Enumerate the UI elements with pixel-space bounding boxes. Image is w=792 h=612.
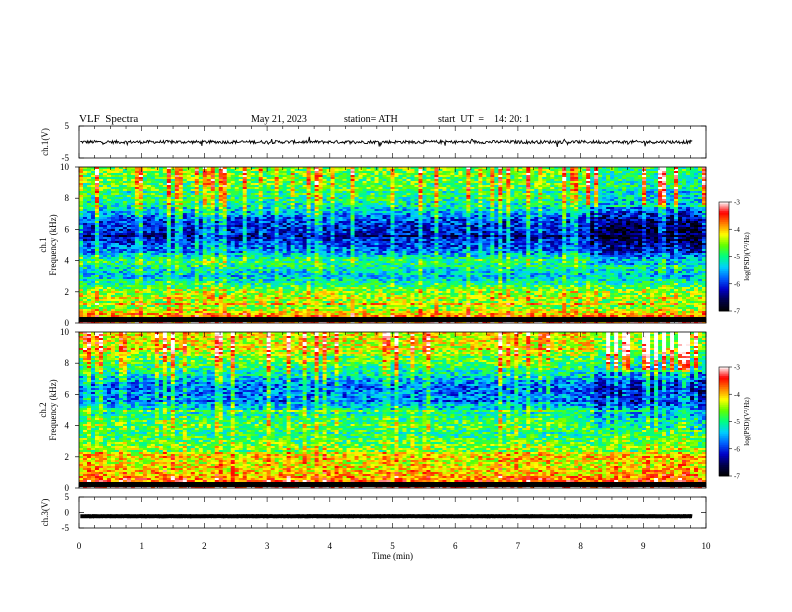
ch1-waveform-panel: 5-5ch.1(V) — [40, 121, 706, 163]
ch1-waveform-trace — [80, 137, 692, 147]
ch1-waveform-ylabel: ch.1(V) — [40, 128, 50, 156]
ch1-waveform-ytick-label: 5 — [65, 121, 70, 131]
